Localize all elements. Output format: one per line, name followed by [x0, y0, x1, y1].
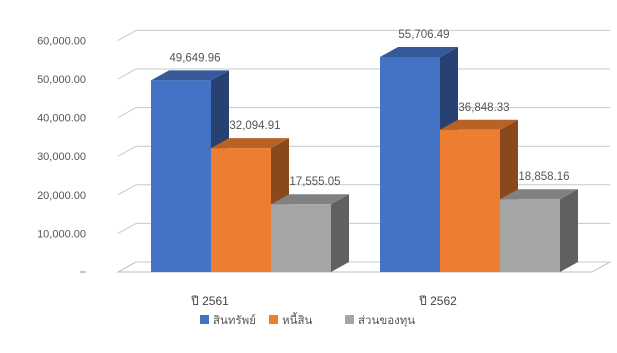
y-tick-label: 50,000.00 — [37, 74, 86, 86]
y-tick-label: 40,000.00 — [37, 113, 86, 125]
bar-top — [500, 189, 578, 200]
legend-label: สินทรัพย์ — [213, 313, 256, 327]
data-label: 36,848.33 — [458, 102, 509, 114]
y-tick-label: 60,000.00 — [37, 35, 86, 47]
category-label: ปี 2562 — [419, 294, 458, 308]
y-tick-label: 10,000.00 — [37, 228, 86, 240]
gridline-side — [117, 107, 137, 119]
y-tick-label: 30,000.00 — [37, 151, 86, 163]
data-label: 18,858.16 — [518, 171, 569, 183]
legend-swatch — [200, 315, 209, 324]
bar-side — [560, 189, 578, 272]
bar-top — [151, 70, 229, 81]
gridline-side — [117, 261, 137, 273]
legend-swatch — [345, 315, 354, 324]
bar-top — [271, 194, 349, 205]
bar-1-2[interactable] — [500, 199, 560, 272]
bar-0-1[interactable] — [211, 148, 271, 272]
gridline-side — [117, 68, 137, 80]
bar-1-0[interactable] — [380, 56, 440, 273]
gridline-side — [117, 145, 137, 157]
gridline-side — [117, 222, 137, 234]
bar-top — [440, 119, 518, 130]
data-label: 32,094.91 — [229, 120, 280, 132]
data-label: 17,555.05 — [289, 176, 340, 188]
bar-top — [380, 46, 458, 57]
legend-label: หนี้สิน — [282, 312, 312, 327]
legend-swatch — [269, 315, 278, 324]
data-label: 55,706.49 — [398, 29, 449, 41]
gridline-side — [117, 184, 137, 196]
bar-1-1[interactable] — [440, 129, 500, 272]
bar-side — [331, 194, 349, 272]
category-label: ปี 2561 — [191, 294, 230, 308]
legend-label: ส่วนของทุน — [358, 313, 415, 327]
y-tick-label: 20,000.00 — [37, 190, 86, 202]
bar-0-2[interactable] — [271, 204, 331, 272]
bar-top — [211, 138, 289, 149]
gridline-side — [117, 29, 137, 41]
bar-0-0[interactable] — [151, 80, 211, 272]
data-label: 49,649.96 — [169, 52, 220, 64]
